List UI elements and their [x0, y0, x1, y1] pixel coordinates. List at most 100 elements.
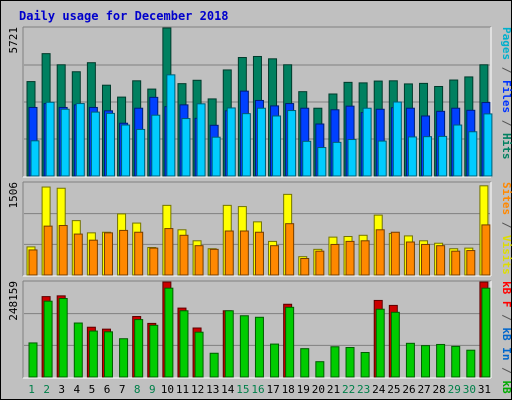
ymax-label: 5721 [7, 27, 20, 54]
bar-sites [119, 229, 129, 276]
bar-pages [30, 140, 40, 177]
bar-kb-out [58, 298, 68, 378]
bar-kb-out [194, 331, 204, 378]
bar-pages [468, 131, 478, 177]
legend-part: Hits [500, 133, 512, 160]
legend-part: / [500, 113, 512, 133]
bar-sites [481, 224, 491, 276]
bar-kb-out [375, 308, 385, 378]
bar-kb-out [119, 338, 129, 378]
bar-kb-out [224, 310, 234, 378]
legend-part: Visits [500, 235, 512, 275]
bar-sites [28, 249, 38, 276]
legend-part: kB Out [500, 380, 512, 400]
x-tick-label: 5 [89, 383, 96, 396]
bar-pages [407, 136, 417, 177]
legend-part: kB In [500, 327, 512, 360]
bar-pages [287, 110, 297, 177]
x-tick-label: 23 [357, 383, 370, 396]
x-tick-label: 21 [327, 383, 340, 396]
bar-sites [58, 225, 68, 276]
x-tick-label: 19 [297, 383, 310, 396]
bar-sites [451, 250, 461, 276]
bar-pages [438, 135, 448, 177]
legend-part: / [500, 60, 512, 80]
x-tick-label: 31 [478, 383, 491, 396]
bar-sites [134, 231, 144, 276]
bar-sites [360, 240, 370, 276]
bar-pages [121, 124, 131, 177]
bar-pages [166, 74, 176, 177]
bar-pages [377, 140, 387, 177]
bar-sites [164, 228, 174, 276]
x-tick-label: 6 [104, 383, 111, 396]
x-tick-label: 26 [402, 383, 415, 396]
bar-sites [179, 234, 189, 276]
bar-pages [332, 141, 342, 177]
bar-pages [136, 128, 146, 177]
bar-pages [362, 107, 372, 177]
bar-kb-out [179, 310, 189, 378]
bar-sites [239, 230, 249, 276]
bar-pages [272, 115, 282, 177]
bar-sites [73, 233, 83, 276]
legend-part: / [500, 361, 512, 381]
bar-kb-out [209, 352, 219, 378]
bar-pages [90, 111, 100, 177]
x-tick-label: 4 [74, 383, 81, 396]
x-tick-label: 29 [448, 383, 461, 396]
bar-pages [151, 114, 161, 177]
x-tick-label: 17 [266, 383, 279, 396]
x-tick-label: 10 [161, 383, 174, 396]
bar-sites [466, 250, 476, 276]
bar-sites [436, 245, 446, 276]
x-tick-label: 27 [417, 383, 430, 396]
x-tick-label: 3 [58, 383, 65, 396]
bar-kb-out [285, 306, 295, 378]
x-tick-label: 22 [342, 383, 355, 396]
bar-kb-out [270, 343, 280, 378]
bar-kb-out [451, 345, 461, 378]
bar-sites [209, 248, 219, 276]
bar-sites [194, 245, 204, 276]
bar-sites [345, 240, 355, 276]
bar-kb-out [421, 345, 431, 378]
x-tick-label: 12 [191, 383, 204, 396]
bar-pages [211, 136, 221, 177]
bar-sites [103, 232, 113, 276]
bar-sites [270, 245, 280, 276]
bar-kb-out [164, 287, 174, 378]
bar-kb-out [43, 300, 53, 378]
bar-pages [105, 112, 115, 177]
bar-sites [330, 243, 340, 276]
bar-kb-out [300, 348, 310, 378]
x-tick-label: 9 [149, 383, 156, 396]
x-tick-label: 28 [433, 383, 446, 396]
bar-sites [390, 231, 400, 276]
panel-top: 5721 Pages / Files / Hits [7, 26, 512, 178]
x-tick-label: 8 [134, 383, 141, 396]
legend-part: Pages [500, 27, 512, 60]
bar-kb-out [28, 342, 38, 378]
x-tick-label: 30 [463, 383, 476, 396]
bar-kb-out [436, 343, 446, 378]
x-tick-label: 11 [176, 383, 189, 396]
x-tick-label: 16 [251, 383, 264, 396]
bar-sites [315, 250, 325, 276]
bar-pages [423, 136, 433, 177]
x-tick-label: 20 [312, 383, 325, 396]
bar-pages [392, 101, 402, 177]
bar-kb-out [254, 316, 264, 378]
legend-part: Sites [500, 182, 512, 215]
bar-sites [254, 231, 264, 276]
legend-part: kB F [500, 281, 512, 308]
bar-pages [483, 113, 493, 177]
bar-pages [196, 103, 206, 177]
bar-sites [375, 229, 385, 276]
x-tick-label: 14 [221, 383, 235, 396]
bar-kb-out [481, 287, 491, 378]
bar-pages [317, 147, 327, 177]
bar-pages [347, 139, 357, 177]
